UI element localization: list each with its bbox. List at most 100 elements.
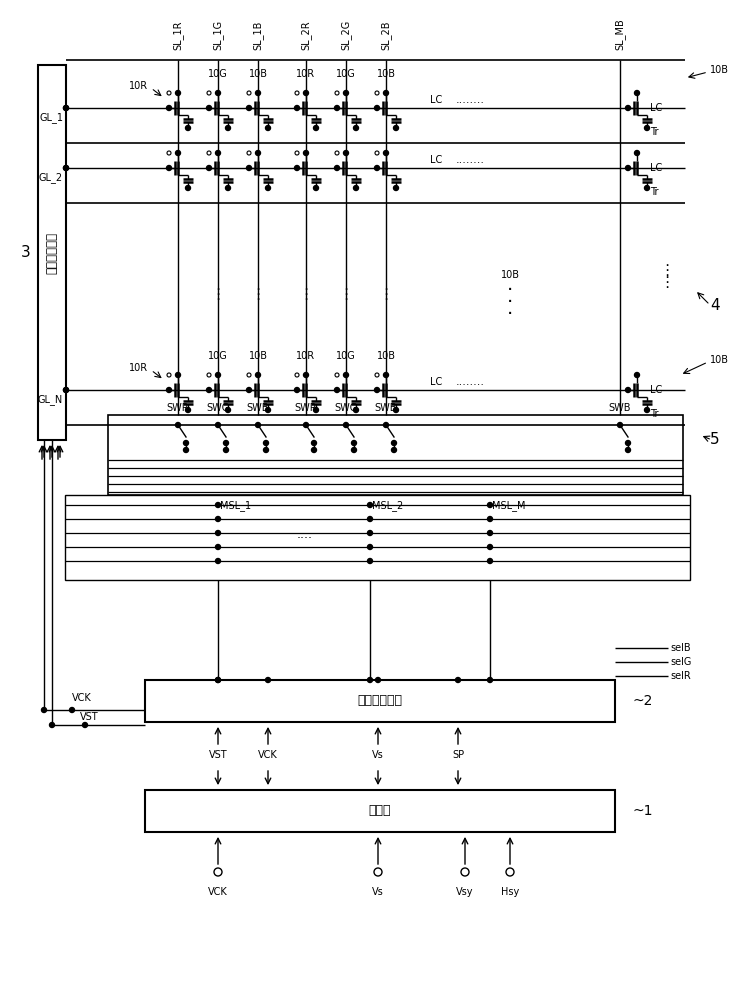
Text: 3: 3 [21,245,31,260]
Circle shape [206,105,212,110]
Circle shape [353,408,358,412]
Text: 10G: 10G [336,69,356,79]
Circle shape [64,387,68,392]
Circle shape [166,165,172,170]
Circle shape [184,448,188,452]
Circle shape [247,387,251,392]
Circle shape [644,186,650,190]
Circle shape [64,165,68,170]
Circle shape [215,150,220,155]
Circle shape [368,678,373,682]
Circle shape [368,530,373,536]
Text: 信号线驱动器: 信号线驱动器 [358,694,403,708]
Text: SL_2G: SL_2G [340,20,352,50]
Circle shape [247,165,251,170]
Text: GL_2: GL_2 [39,172,63,183]
Circle shape [304,422,308,428]
Text: 10R: 10R [296,69,316,79]
Text: 10B: 10B [248,69,268,79]
Circle shape [352,448,356,452]
Circle shape [50,722,55,728]
Circle shape [394,186,398,190]
Circle shape [634,372,640,377]
Bar [145,790,615,832]
Text: 5: 5 [710,432,720,448]
Circle shape [644,408,650,412]
Text: ⋮: ⋮ [378,288,394,302]
Circle shape [353,186,358,190]
Circle shape [488,502,493,508]
Text: Tr: Tr [650,187,658,197]
Text: ⋮: ⋮ [298,288,314,302]
Text: SWB: SWB [375,403,398,413]
Text: 10G: 10G [336,351,356,361]
Circle shape [224,448,229,452]
Text: SWG: SWG [206,403,230,413]
Circle shape [394,125,398,130]
Text: SWB: SWB [609,403,631,413]
Circle shape [70,708,74,712]
Text: ....: .... [297,528,313,542]
Circle shape [215,678,220,682]
Text: GL_N: GL_N [38,394,63,405]
Circle shape [368,502,373,508]
Bar [145,680,615,722]
Circle shape [626,448,631,452]
Text: ⋮: ⋮ [659,262,675,277]
Text: VCK: VCK [208,887,228,897]
Text: SWG: SWG [334,403,358,413]
Circle shape [215,422,220,428]
Text: 10G: 10G [208,351,228,361]
Text: SL_MB: SL_MB [614,18,626,50]
Text: 10B: 10B [500,270,520,280]
Text: SWR: SWR [166,403,189,413]
Circle shape [226,125,230,130]
Text: ~1: ~1 [633,804,653,818]
Circle shape [166,387,172,392]
Circle shape [247,105,251,110]
Circle shape [383,422,388,428]
Circle shape [215,91,220,96]
Circle shape [295,105,299,110]
Circle shape [334,387,340,392]
Text: ........: ........ [456,377,485,387]
Text: 10G: 10G [208,69,228,79]
Circle shape [185,408,190,412]
Text: 10B: 10B [376,351,395,361]
Circle shape [206,387,212,392]
Circle shape [224,440,229,446]
Circle shape [488,544,493,550]
Text: ........: ........ [456,155,485,165]
Circle shape [295,387,299,392]
Circle shape [256,422,260,428]
Circle shape [64,387,68,392]
Circle shape [383,372,388,377]
Bar [65,495,690,580]
Text: 控制器: 控制器 [369,804,392,818]
Circle shape [314,186,319,190]
Text: SP: SP [452,750,464,760]
Text: LC: LC [650,385,662,395]
Circle shape [266,678,271,682]
Circle shape [311,448,316,452]
Circle shape [206,165,212,170]
Text: ·: · [507,292,513,312]
Circle shape [256,150,260,155]
Circle shape [176,91,181,96]
Circle shape [314,125,319,130]
Circle shape [368,516,373,522]
Circle shape [215,502,220,508]
Text: ⋮: ⋮ [251,288,266,302]
Text: Vsy: Vsy [456,887,474,897]
Text: SL_1B: SL_1B [253,21,263,50]
Text: LC: LC [430,95,442,105]
Circle shape [215,678,220,682]
Text: SL_1R: SL_1R [172,20,184,50]
Text: VST: VST [209,750,227,760]
Circle shape [266,408,271,412]
Text: Tr: Tr [650,409,658,419]
Circle shape [374,105,380,110]
Circle shape [215,530,220,536]
Circle shape [215,544,220,550]
Text: 4: 4 [710,298,720,312]
